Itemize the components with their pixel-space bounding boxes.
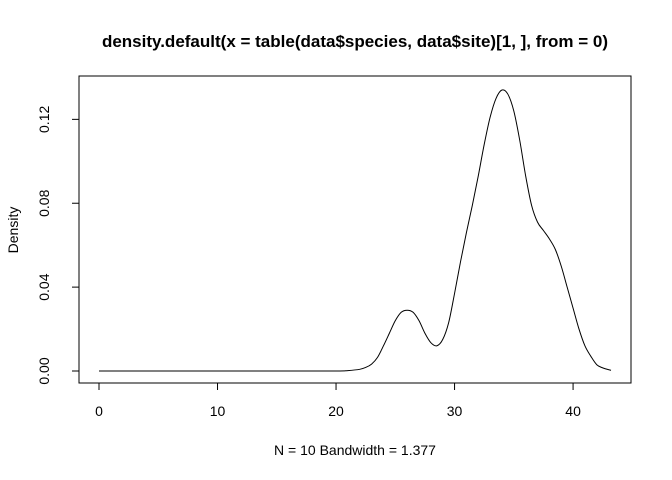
x-tick-label: 0 (95, 403, 103, 419)
y-tick-label: 0.08 (36, 189, 52, 216)
x-axis-label: N = 10 Bandwidth = 1.377 (274, 442, 436, 458)
y-tick-label: 0.00 (36, 357, 52, 384)
y-axis: 0.00 0.04 0.08 0.12 (36, 106, 80, 385)
y-tick-label: 0.12 (36, 106, 52, 133)
chart-title: density.default(x = table(data$species, … (102, 32, 608, 51)
x-tick-label: 40 (565, 403, 581, 419)
density-line (98, 89, 612, 372)
y-tick-label: 0.04 (36, 273, 52, 300)
series-layer (98, 89, 612, 372)
x-tick-label: 30 (447, 403, 463, 419)
x-axis: 0 10 20 30 40 (95, 382, 581, 419)
x-tick-label: 10 (210, 403, 226, 419)
y-axis-label: Density (5, 207, 21, 254)
plot-box (78, 75, 632, 384)
x-tick-label: 20 (328, 403, 344, 419)
